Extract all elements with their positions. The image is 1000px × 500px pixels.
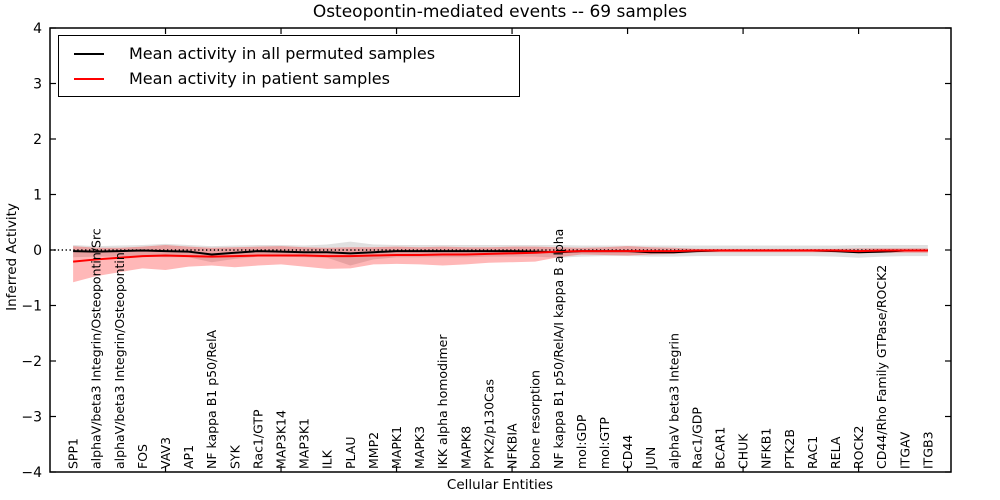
y-axis-label: Inferred Activity [4,203,20,311]
x-tick-label: MMP2 [366,432,381,469]
line-patient [73,249,928,263]
legend-label-permuted: Mean activity in all permuted samples [129,43,436,63]
x-tick-label: CHUK [736,433,751,469]
legend: Mean activity in all permuted samples Me… [58,35,520,97]
y-tick-label: 2 [33,132,42,148]
y-tick-label: −3 [21,410,42,426]
x-tick-label: CD44/Rho Family GTPase/ROCK2 [874,265,889,469]
y-tick-label: −4 [21,465,42,481]
y-tick-label: 4 [33,21,42,37]
legend-item-patient: Mean activity in patient samples [74,68,519,88]
x-tick-label: NF kappa B1 p50/RelA [204,329,219,469]
chart-title: Osteopontin-mediated events -- 69 sample… [313,2,687,22]
legend-label-patient: Mean activity in patient samples [129,68,390,88]
x-tick-label: Rac1/GTP [250,409,265,469]
x-tick-label: alphaV beta3 Integrin [666,333,681,469]
x-tick-label: ITGAV [897,431,912,469]
legend-item-permuted: Mean activity in all permuted samples [74,43,519,63]
x-tick-label: MAPK3 [412,426,427,469]
x-tick-label: FOS [135,444,150,469]
x-tick-label: MAPK8 [458,426,473,469]
x-tick-label: PTK2B [782,429,797,469]
y-tick-label: 0 [33,243,42,259]
y-tick-label: 1 [33,188,42,204]
x-tick-label: alphaV/beta3 Integrin/Osteopontin/Src [89,228,104,469]
x-tick-label: SPP1 [66,438,81,469]
x-tick-label: NF kappa B1 p50/RelA/I kappa B alpha [551,229,566,469]
x-tick-label: mol:GTP [597,417,612,469]
x-tick-label: PYK2/p130Cas [481,379,496,469]
y-tick-label: 3 [33,77,42,93]
x-tick-label: mol:GDP [574,414,589,469]
x-tick-label: IKK alpha homodimer [435,334,450,469]
x-tick-label: SYK [227,444,242,469]
x-tick-label: ROCK2 [851,426,866,469]
x-tick-label: CD44 [620,435,635,469]
x-tick-label: alphaV/beta3 Integrin/Osteopontin [112,252,127,469]
x-tick-label: AP1 [181,445,196,469]
x-tick-label: NFKB1 [759,428,774,469]
x-tick-label: RAC1 [805,436,820,469]
legend-line-permuted-icon [74,52,104,55]
x-tick-label: BCAR1 [712,427,727,469]
y-tick-label: −1 [21,299,42,315]
x-tick-label: Rac1/GDP [689,407,704,469]
legend-line-patient-icon [74,77,104,80]
x-tick-label: MAPK1 [389,426,404,469]
x-tick-label: VAV3 [158,437,173,469]
x-tick-label: ILK [320,449,335,469]
x-tick-label: RELA [828,436,843,469]
band-patient [73,245,928,283]
x-tick-label: MAP3K14 [274,410,289,469]
x-tick-label: bone resorption [528,370,543,469]
x-tick-label: MAP3K1 [297,418,312,469]
y-tick-label: −2 [21,354,42,370]
x-tick-label: PLAU [343,437,358,470]
plot-area: −4 −3 −2 −1 0 1 2 3 4 SPP1 alphaV/beta3 Integrin/O… [21,21,952,481]
x-tick-label: ITGB3 [920,431,935,469]
x-axis-label: Cellular Entities [447,477,553,493]
x-tick-label: NFKBIA [505,423,520,469]
x-tick-label: JUN [643,447,658,470]
